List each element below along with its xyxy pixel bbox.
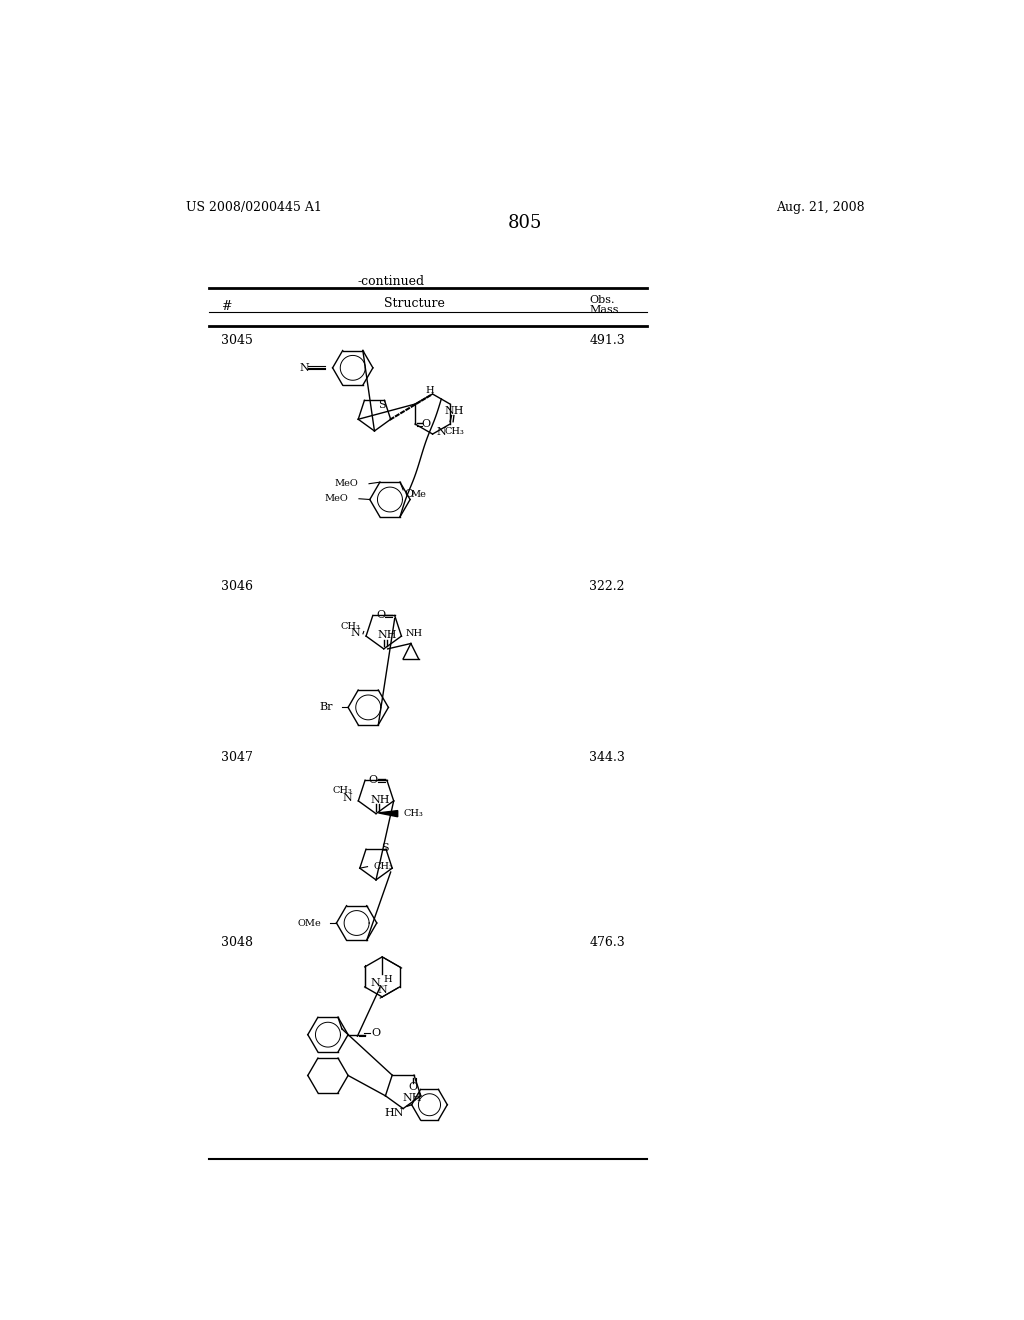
Text: Mass: Mass bbox=[589, 305, 618, 315]
Text: NH: NH bbox=[402, 1093, 422, 1104]
Text: 805: 805 bbox=[508, 214, 542, 232]
Text: N: N bbox=[377, 985, 387, 995]
Text: MeO: MeO bbox=[325, 494, 348, 503]
Text: NH: NH bbox=[370, 795, 389, 805]
Text: Br: Br bbox=[319, 702, 333, 713]
Text: 3046: 3046 bbox=[221, 581, 253, 594]
Text: N: N bbox=[370, 978, 380, 989]
Text: HN: HN bbox=[384, 1107, 403, 1118]
Text: H: H bbox=[384, 975, 392, 985]
Text: N: N bbox=[350, 628, 359, 638]
Text: Me: Me bbox=[411, 490, 427, 499]
Text: N: N bbox=[436, 426, 446, 437]
Text: 476.3: 476.3 bbox=[589, 936, 625, 949]
Text: O: O bbox=[372, 1028, 381, 1038]
Text: Structure: Structure bbox=[384, 297, 445, 310]
Text: #: # bbox=[221, 300, 231, 313]
Text: 3045: 3045 bbox=[221, 334, 253, 347]
Polygon shape bbox=[378, 810, 397, 817]
Text: CH₃: CH₃ bbox=[333, 787, 352, 796]
Text: 3048: 3048 bbox=[221, 936, 253, 949]
Text: -continued: -continued bbox=[358, 276, 425, 289]
Text: H: H bbox=[425, 387, 434, 396]
Text: N: N bbox=[300, 363, 309, 372]
Text: O: O bbox=[403, 490, 413, 499]
Text: O: O bbox=[422, 418, 430, 429]
Text: S: S bbox=[381, 843, 388, 853]
Text: US 2008/0200445 A1: US 2008/0200445 A1 bbox=[186, 201, 322, 214]
Text: N: N bbox=[342, 793, 352, 803]
Text: CH₃: CH₃ bbox=[374, 862, 393, 871]
Text: NH: NH bbox=[378, 630, 397, 640]
Text: OMe: OMe bbox=[297, 919, 321, 928]
Text: O: O bbox=[369, 775, 378, 785]
Text: MeO: MeO bbox=[335, 479, 358, 488]
Text: 3047: 3047 bbox=[221, 751, 253, 764]
Text: S: S bbox=[378, 400, 386, 411]
Text: O: O bbox=[408, 1082, 417, 1093]
Text: CH₃: CH₃ bbox=[341, 622, 360, 631]
Text: 344.3: 344.3 bbox=[589, 751, 625, 764]
Text: 491.3: 491.3 bbox=[589, 334, 625, 347]
Text: 322.2: 322.2 bbox=[589, 581, 625, 594]
Text: Obs.: Obs. bbox=[589, 296, 614, 305]
Text: CH₃: CH₃ bbox=[403, 809, 423, 818]
Text: NH: NH bbox=[444, 407, 464, 416]
Text: Aug. 21, 2008: Aug. 21, 2008 bbox=[775, 201, 864, 214]
Text: NH: NH bbox=[406, 630, 423, 639]
Text: CH₃: CH₃ bbox=[445, 428, 465, 436]
Text: O: O bbox=[376, 610, 385, 620]
